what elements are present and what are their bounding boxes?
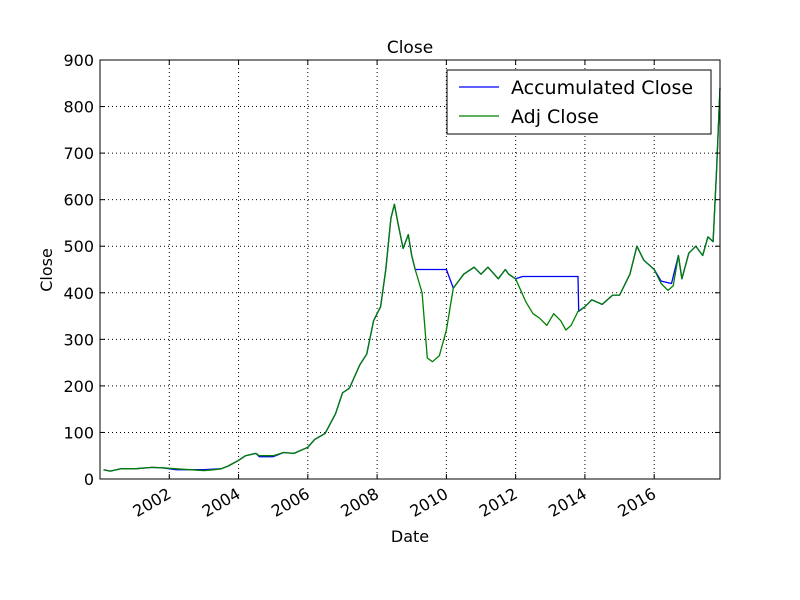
chart-title: Close bbox=[387, 38, 433, 58]
x-tick-label: 2002 bbox=[130, 484, 175, 521]
y-tick-label: 400 bbox=[63, 284, 94, 303]
x-tick-label: 2010 bbox=[407, 484, 452, 521]
series-lines bbox=[103, 87, 721, 472]
x-tick-label: 2016 bbox=[614, 484, 659, 521]
legend-label: Adj Close bbox=[511, 106, 599, 128]
y-tick-label: 600 bbox=[63, 191, 94, 210]
x-tick-label: 2008 bbox=[337, 484, 382, 521]
plot-area-frame bbox=[99, 59, 721, 480]
x-tick-label: 2004 bbox=[199, 484, 244, 521]
x-tick-label: 2006 bbox=[268, 484, 313, 521]
legend: Accumulated Close Adj Close bbox=[446, 69, 712, 135]
y-tick-label: 300 bbox=[63, 330, 94, 349]
y-tick-label: 700 bbox=[63, 144, 94, 163]
legend-label: Accumulated Close bbox=[511, 77, 693, 99]
y-tick-label: 800 bbox=[63, 98, 94, 117]
series-line-adj-close bbox=[103, 87, 721, 472]
y-axis-label: Close bbox=[37, 248, 56, 292]
x-tick-label: 2012 bbox=[476, 484, 521, 521]
y-tick-label: 0 bbox=[84, 470, 94, 489]
legend-box bbox=[446, 69, 712, 135]
y-tick-label: 200 bbox=[63, 377, 94, 396]
y-tick-label: 100 bbox=[63, 423, 94, 442]
y-tick-label: 500 bbox=[63, 237, 94, 256]
x-axis-label: Date bbox=[391, 527, 429, 546]
y-tick-label: 900 bbox=[63, 51, 94, 70]
x-tick-label: 2014 bbox=[545, 484, 590, 521]
